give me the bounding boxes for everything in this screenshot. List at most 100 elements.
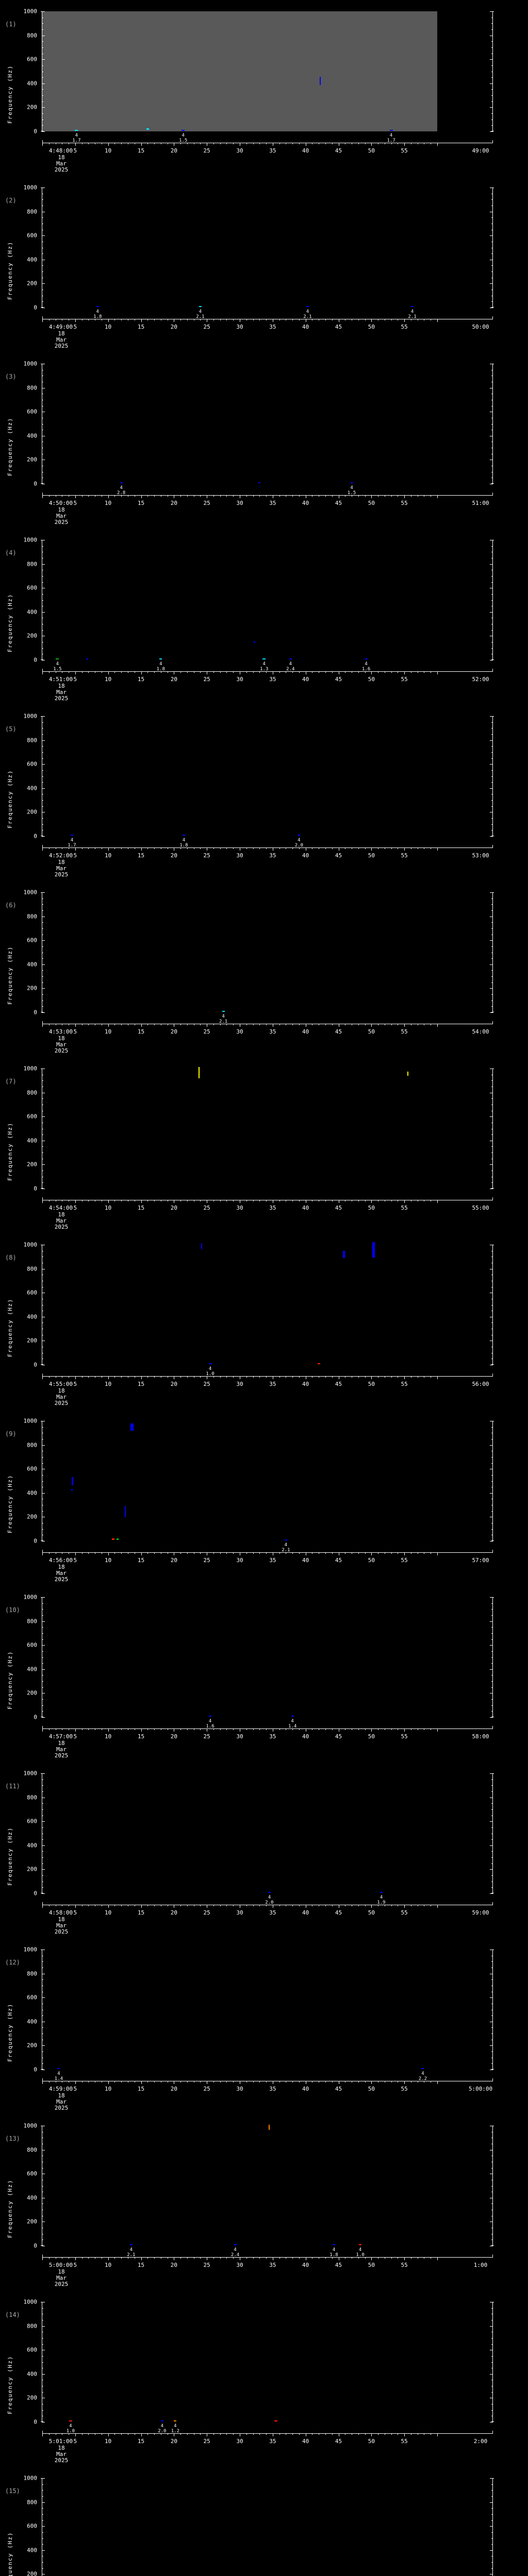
x-tick-minor <box>246 671 247 673</box>
x-tick-label: 15 <box>137 1028 145 1035</box>
x-tick <box>404 1200 405 1203</box>
y-tick-minor <box>42 1481 43 1482</box>
x-tick-minor <box>279 2081 280 2082</box>
y-tick-label: 400 <box>27 2547 37 2554</box>
x-tick-label: 40 <box>302 1028 309 1035</box>
y-tick-minor-right <box>491 904 493 905</box>
x-tick-label: 50 <box>368 324 375 330</box>
x-tick-label: 15 <box>137 1381 145 1387</box>
x-tick-label: 20 <box>170 1557 177 1564</box>
y-tick-minor-right <box>491 1785 493 1786</box>
y-tick <box>42 1893 45 1894</box>
x-tick <box>75 2081 76 2084</box>
y-tick-label: 400 <box>27 961 37 968</box>
y-tick-minor <box>42 1475 43 1476</box>
x-tick-minor <box>180 495 182 497</box>
x-axis-start-label: 4:50:00 <box>48 500 73 506</box>
x-tick-minor <box>147 2433 148 2435</box>
x-tick <box>437 1200 438 1203</box>
detection-label-count: 4 <box>208 1719 212 1724</box>
y-tick-label: 400 <box>27 1137 37 1144</box>
detection-mark <box>69 2420 72 2421</box>
detection-label: 4 2.1 <box>282 1543 290 1553</box>
x-tick-minor <box>332 143 333 144</box>
x-tick-minor <box>180 2433 182 2435</box>
y-tick-label-group: 0 200 400 600 800 1000 <box>0 1770 42 1897</box>
x-axis-end-right <box>492 1021 493 1024</box>
x-tick-minor <box>154 1905 155 1906</box>
y-tick-minor-right <box>491 2015 493 2016</box>
x-tick-minor <box>147 319 148 320</box>
y-tick <box>42 2550 45 2551</box>
y-tick-minor-right <box>491 782 493 783</box>
x-tick-minor <box>187 495 188 497</box>
detection-label-count: 4 <box>70 838 74 843</box>
x-tick-label: 35 <box>269 500 276 506</box>
detection-label: 4 2.0 <box>265 1895 273 1905</box>
y-tick-minor <box>42 970 43 971</box>
x-tick-label: 30 <box>236 1381 243 1387</box>
y-tick-minor <box>42 2508 43 2509</box>
x-tick-minor <box>147 2081 148 2082</box>
y-tick-label: 0 <box>34 480 37 487</box>
x-tick <box>437 2433 438 2436</box>
detection-mark <box>372 1242 375 1258</box>
x-tick <box>75 143 76 146</box>
x-tick-minor <box>121 2433 122 2435</box>
x-tick <box>75 848 76 851</box>
y-tick-label: 800 <box>27 384 37 392</box>
y-tick-minor <box>42 1827 43 1828</box>
detection-label-count: 4 <box>57 2071 60 2076</box>
x-tick-minor <box>154 1552 155 1554</box>
detection-label-count: 4 <box>160 2424 164 2429</box>
y-tick-right <box>490 788 493 789</box>
detection-label: 4 1.5 <box>179 133 187 143</box>
x-tick-minor <box>266 2433 267 2435</box>
y-tick-minor <box>42 47 43 48</box>
x-tick-minor <box>332 1200 333 1201</box>
detection-mark <box>410 306 414 307</box>
x-tick <box>108 1552 109 1555</box>
panel-index-label: (6) <box>5 902 16 909</box>
axis-cap <box>491 1540 494 1541</box>
x-tick-minor <box>213 671 214 673</box>
x-tick-minor <box>233 1905 234 1906</box>
detection-label-count: 4 <box>120 485 123 490</box>
y-tick-label: 1000 <box>23 1065 38 1072</box>
x-axis-end-left <box>42 669 43 672</box>
date-line: Mar <box>56 1746 67 1753</box>
x-axis-end-label: 51:00 <box>472 500 489 506</box>
x-tick-label: 45 <box>335 852 342 859</box>
x-tick-label: 15 <box>137 147 145 154</box>
y-tick-minor <box>42 1851 43 1852</box>
x-tick-label: 5 <box>73 147 77 154</box>
x-tick-minor <box>299 319 300 320</box>
detection-label-count: 4 <box>358 2247 362 2252</box>
x-tick-minor <box>253 848 254 849</box>
y-tick-minor-right <box>491 800 493 801</box>
date-line: Mar <box>56 1570 67 1577</box>
detection-label-magnitude: 2.1 <box>282 1548 290 1553</box>
y-tick-minor-right <box>491 2308 493 2309</box>
y-tick-right <box>490 1645 493 1646</box>
y-tick-label: 0 <box>34 1361 37 1368</box>
y-tick-label: 200 <box>27 104 37 111</box>
y-tick-minor <box>42 1705 43 1706</box>
panel-index-label: (11) <box>5 1783 20 1790</box>
x-tick <box>437 319 438 322</box>
y-tick-minor <box>42 1681 43 1682</box>
y-tick-label: 600 <box>27 1641 37 1649</box>
x-tick-minor <box>253 1200 254 1201</box>
x-tick-label: 35 <box>269 2086 276 2092</box>
spectrogram-panel: (15)Frequency (Hz)0200400600800100042.14… <box>0 2467 528 2576</box>
y-tick-minor <box>42 41 43 42</box>
detection-mark <box>56 658 59 659</box>
y-tick-label: 600 <box>27 1465 37 1472</box>
axis-cap <box>41 483 43 484</box>
panel-index-label: (13) <box>5 2135 20 2142</box>
y-tick <box>42 1116 45 1117</box>
y-tick-label: 400 <box>27 785 37 792</box>
x-tick-label: 25 <box>203 1909 210 1916</box>
y-tick-minor <box>42 922 43 923</box>
x-tick-label: 40 <box>302 2086 309 2092</box>
